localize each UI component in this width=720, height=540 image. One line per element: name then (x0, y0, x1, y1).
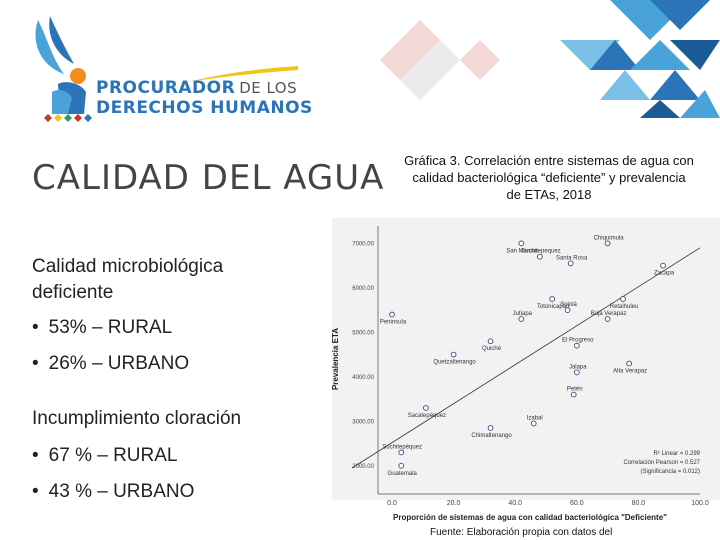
bullet-text: 43 % – URBANO (48, 481, 195, 502)
data-point-label: Suchitepéquez (382, 444, 422, 450)
data-point (573, 342, 580, 349)
data-point-label: Sololá (560, 302, 577, 308)
bullet-text: 67 % – RURAL (48, 445, 178, 466)
scatter-chart: 2000.00 3000.00 4000.00 5000.00 6000.00 7000.… (331, 226, 709, 522)
data-point-label: Chimaltenango (471, 433, 512, 439)
x-tick-label: 80.0 (632, 500, 646, 507)
data-point (487, 425, 494, 431)
x-tick-label: 40.0 (508, 500, 522, 507)
data-point (570, 391, 577, 398)
data-point-label: Quiché (482, 346, 502, 352)
bullet-1-urbano: 26% – URBANO (32, 353, 189, 375)
data-point (450, 351, 457, 358)
section-2-heading: Incumplimiento cloración (32, 408, 242, 429)
y-axis-label: Prevalencia ETA (331, 328, 340, 390)
data-point-label: Petén (567, 387, 583, 393)
data-point-label: Retalhuleu (610, 304, 639, 310)
data-point-label: Izabal (527, 416, 543, 422)
x-tick-label: 20.0 (447, 500, 461, 507)
logo-text-procurador: PROCURADOR DE LOS (96, 78, 297, 98)
x-axis-label: Proporción de sistemas de agua con calid… (393, 513, 667, 522)
data-point-label: Totonicapán (537, 304, 569, 310)
bullet-text: 26% – URBANO (48, 353, 190, 374)
logo-swoosh (188, 66, 298, 82)
data-point-label: Jutiapa (513, 311, 533, 317)
data-point (487, 338, 494, 345)
data-point-label: El Progreso (562, 338, 594, 344)
logo-de-los: DE LOS (239, 79, 298, 97)
data-point-label: Santa Rosa (556, 255, 588, 261)
data-point (423, 405, 429, 411)
data-point (518, 240, 525, 247)
data-point-label: Jalapa (569, 364, 587, 370)
data-point (530, 420, 537, 427)
logo-pattern (44, 114, 92, 122)
logo-text-derechos: DERECHOS HUMANOS (96, 98, 313, 118)
y-tick-label: 5000.00 (352, 330, 374, 336)
bullet-1-rural: 53% – RURAL (32, 317, 173, 339)
data-point (567, 260, 574, 267)
data-point (626, 360, 633, 367)
data-point (398, 462, 405, 469)
chart-source: Fuente: Elaboración propia con datos del (430, 527, 613, 538)
data-point (389, 311, 395, 318)
data-point (398, 449, 405, 456)
y-tick-label: 4000.00 (352, 375, 374, 381)
data-point (604, 240, 611, 247)
chart-annotation: (Significancia = 0.012) (640, 469, 700, 475)
data-point-label: Sacatepéquez (408, 413, 446, 419)
bullet-2-urbano: 43 % – URBANO (32, 481, 195, 503)
bullet-2-rural: 67 % – RURAL (32, 445, 178, 467)
page-title: CALIDAD DEL AGUA (32, 158, 385, 198)
logo-emblem (35, 16, 86, 114)
data-point (564, 307, 571, 313)
data-point (660, 262, 666, 269)
y-tick-label: 6000.00 (352, 286, 374, 292)
data-point (549, 296, 556, 302)
data-point-label: Guatemala (388, 471, 418, 477)
chart-background (332, 218, 720, 500)
data-point-label: Quetzaltenango (433, 360, 476, 366)
chart-title: Gráfica 3. Correlación entre sistemas de… (404, 153, 694, 202)
logo-procurador: PROCURADOR (96, 78, 236, 98)
chart-annotation: Correlación Pearson = 0.527 (623, 460, 700, 466)
x-tick-label: 60.0 (570, 500, 584, 507)
data-point-label: Chiquimula (594, 235, 625, 241)
data-point-label: Suchitepequez (521, 249, 561, 255)
decorative-pattern (380, 0, 720, 118)
x-tick-label: 100.0 (691, 500, 709, 507)
bullet-text: 53% – RURAL (48, 317, 173, 338)
x-tick-label: 0.0 (387, 500, 397, 507)
chart-annotation: R² Linear = 0.299 (653, 451, 700, 457)
data-point (573, 369, 580, 376)
data-point-label: Baja Verapaz (591, 311, 627, 317)
data-point (620, 296, 626, 302)
trendline (351, 247, 701, 469)
data-point-label: Alta Verapaz (613, 368, 647, 374)
y-tick-label: 7000.00 (352, 241, 374, 247)
section-1-heading: Calidad microbiológica deficiente (32, 256, 224, 303)
y-tick-label: 3000.00 (352, 419, 374, 425)
data-point-label: Peninsula (380, 320, 407, 326)
data-point (518, 316, 525, 322)
data-point (536, 253, 543, 260)
data-point-label: San Marcos (506, 248, 538, 254)
data-point (604, 316, 611, 322)
data-point-label: Zacapa (654, 271, 675, 277)
y-tick-label: 2000.00 (352, 464, 374, 470)
